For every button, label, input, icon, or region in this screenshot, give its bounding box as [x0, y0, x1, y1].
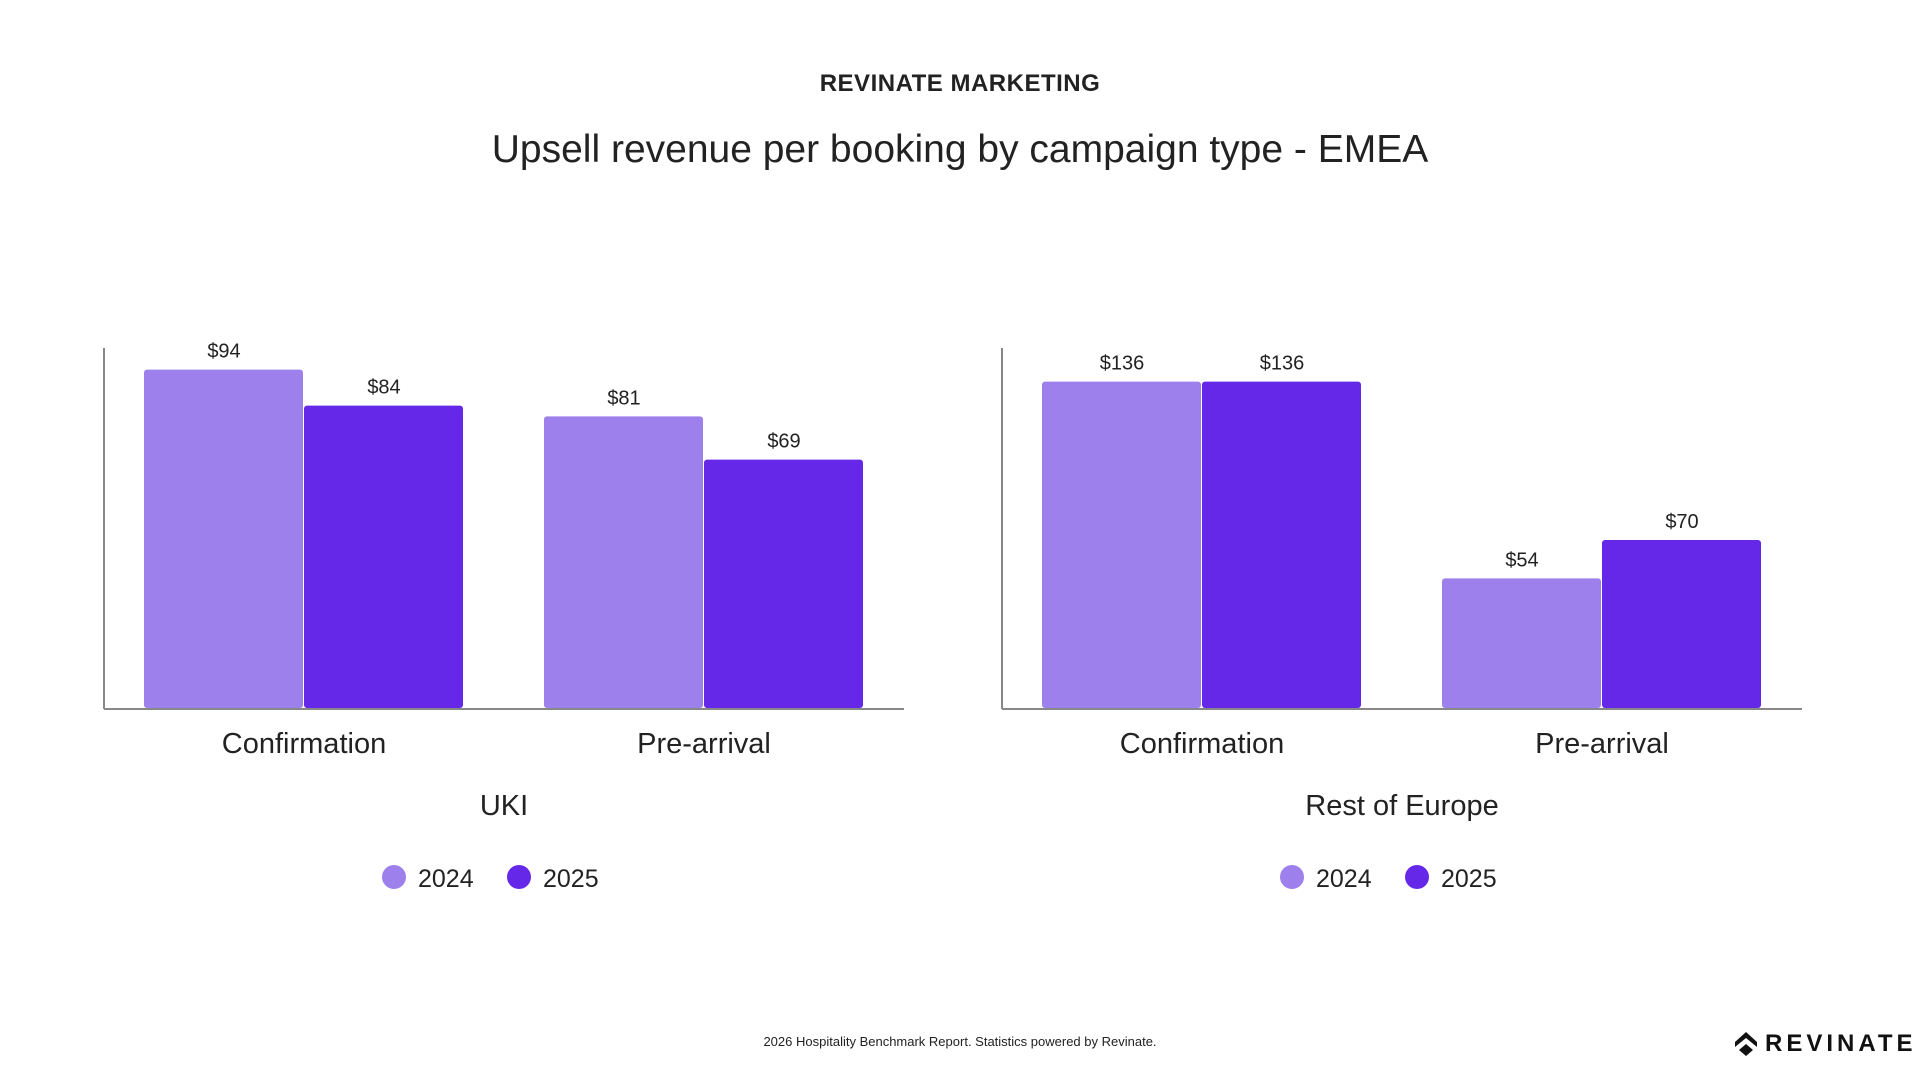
- legend-marker-2024: [382, 865, 406, 889]
- data-label: $54: [1505, 549, 1538, 571]
- revinate-logo-icon: [1735, 1032, 1757, 1056]
- footer-text: 2026 Hospitality Benchmark Report. Stati…: [763, 1034, 1157, 1049]
- data-label: $70: [1665, 511, 1698, 533]
- legend-label: 2025: [543, 865, 599, 893]
- bar-2024-pre-arrival: [1442, 578, 1601, 708]
- legend-marker-2025: [1405, 865, 1429, 889]
- legend-label: 2025: [1441, 865, 1497, 893]
- bar-2025-confirmation: [1202, 381, 1361, 708]
- group-title: Rest of Europe: [1305, 790, 1498, 822]
- legend-marker-2025: [507, 865, 531, 889]
- group-title: UKI: [480, 790, 528, 822]
- category-label: Confirmation: [1120, 728, 1284, 760]
- data-label: $81: [607, 387, 640, 409]
- bar-2024-confirmation: [1042, 381, 1201, 708]
- category-label: Confirmation: [222, 728, 386, 760]
- bar-2025-confirmation: [304, 405, 463, 708]
- category-label: Pre-arrival: [1535, 728, 1669, 760]
- category-label: Pre-arrival: [637, 728, 771, 760]
- legend-label: 2024: [1316, 865, 1372, 893]
- data-label: $94: [207, 341, 240, 363]
- revinate-logo: REVINATE: [1735, 1030, 1917, 1058]
- data-label: $84: [367, 377, 400, 399]
- data-label: $136: [1260, 353, 1305, 375]
- chart-title: Upsell revenue per booking by campaign t…: [491, 128, 1429, 171]
- data-label: $136: [1100, 353, 1145, 375]
- legend-marker-2024: [1280, 865, 1304, 889]
- bar-2025-pre-arrival: [1602, 540, 1761, 708]
- data-label: $69: [767, 431, 800, 453]
- bar-2024-pre-arrival: [544, 416, 703, 708]
- bar-2025-pre-arrival: [704, 459, 863, 708]
- brand-header: REVINATE MARKETING: [819, 70, 1101, 97]
- charts-canvas: $94 $84 Confirmation $81 $69 Pre-arrival UKI 20…: [103, 341, 1802, 893]
- legend-label: 2024: [418, 865, 474, 893]
- bar-2024-confirmation: [144, 369, 303, 708]
- logo-text: REVINATE: [1765, 1030, 1917, 1057]
